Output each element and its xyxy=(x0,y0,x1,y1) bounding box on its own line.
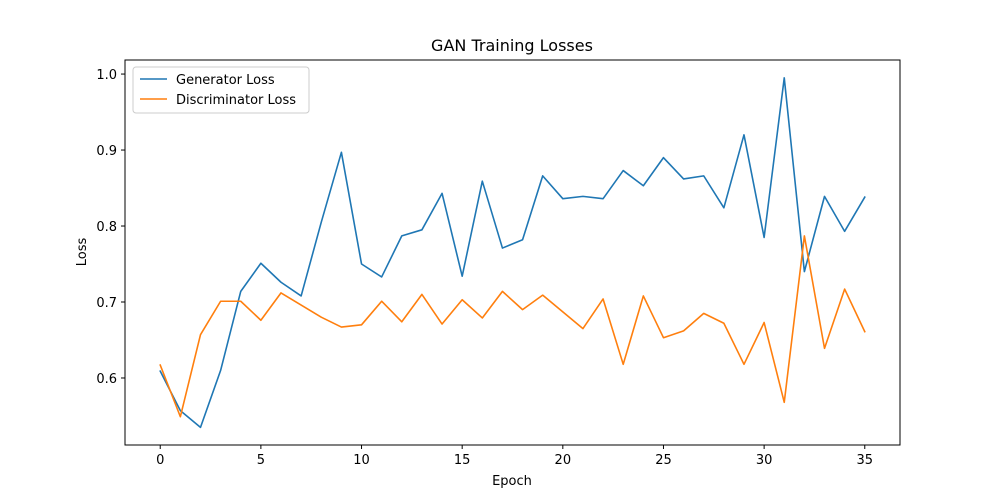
y-tick-label: 1.0 xyxy=(96,68,117,83)
y-axis: 0.6 0.7 0.8 0.9 1.0 xyxy=(96,68,125,387)
series-layer xyxy=(159,77,866,429)
y-axis-label: Loss xyxy=(75,238,90,267)
x-tick-label: 15 xyxy=(454,453,471,468)
series-line-generator xyxy=(159,77,866,429)
x-tick-label: 10 xyxy=(353,453,370,468)
x-tick-label: 35 xyxy=(856,453,873,468)
y-tick-label: 0.9 xyxy=(96,144,117,159)
x-tick-label: 30 xyxy=(756,453,773,468)
series-line-discriminator xyxy=(159,235,866,418)
x-tick-label: 0 xyxy=(156,453,164,468)
legend: Generator Loss Discriminator Loss xyxy=(132,66,310,114)
chart-title: GAN Training Losses xyxy=(431,36,593,55)
y-tick-label: 0.6 xyxy=(96,372,117,387)
plot-frame xyxy=(124,59,901,446)
x-tick-label: 25 xyxy=(655,453,672,468)
x-axis: 0 5 10 15 20 25 30 35 xyxy=(156,445,873,468)
legend-box xyxy=(132,66,310,114)
y-tick-label: 0.8 xyxy=(96,220,117,235)
legend-label-discriminator: Discriminator Loss xyxy=(176,93,296,108)
x-tick-label: 5 xyxy=(257,453,265,468)
legend-label-generator: Generator Loss xyxy=(176,73,275,88)
y-tick-label: 0.7 xyxy=(96,296,117,311)
x-axis-label: Epoch xyxy=(492,474,532,489)
x-tick-label: 20 xyxy=(555,453,572,468)
